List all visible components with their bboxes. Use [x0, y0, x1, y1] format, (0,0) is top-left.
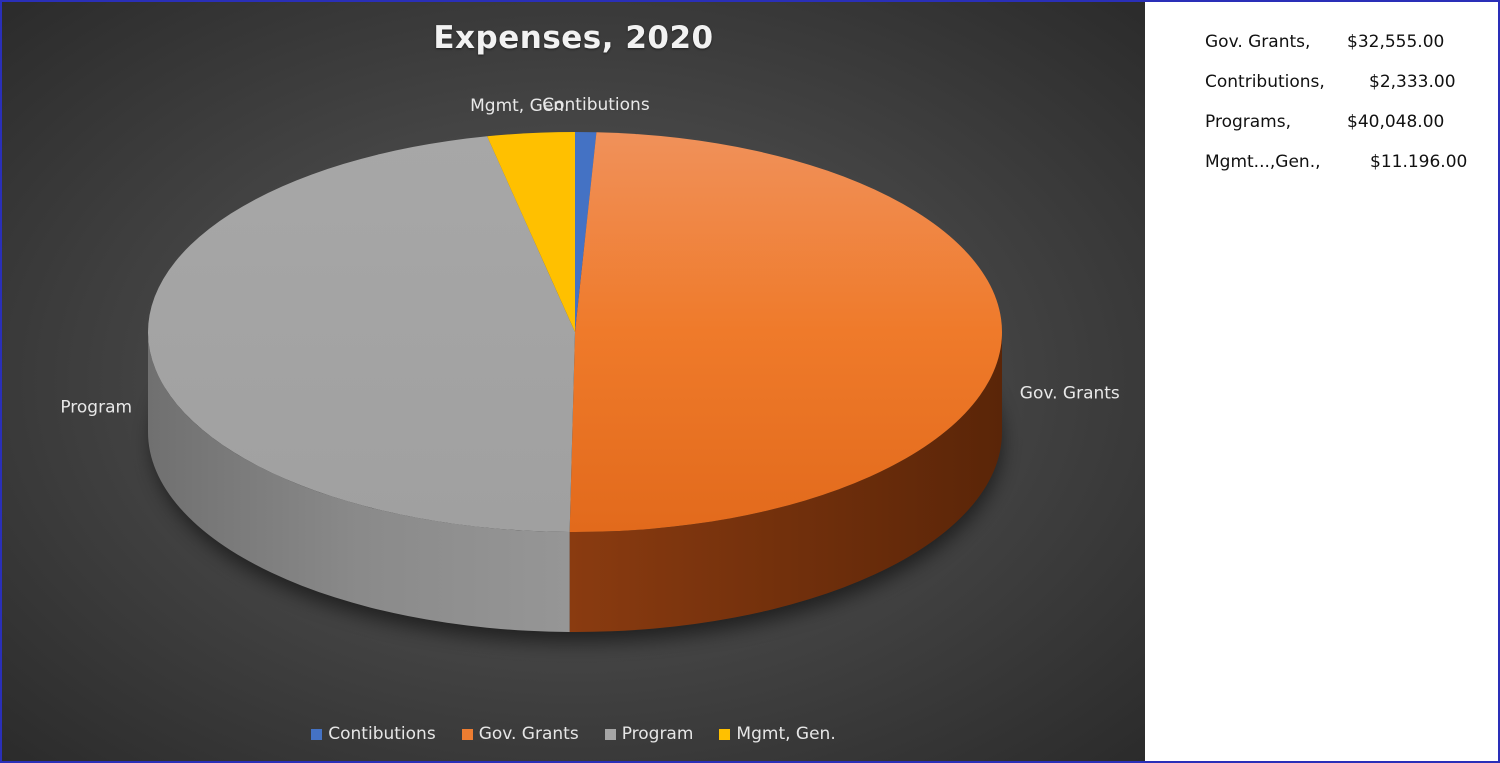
values-row: Programs, $40,048.00: [1205, 112, 1485, 152]
values-row-value: $40,048.00: [1347, 112, 1445, 132]
legend-swatch-gov-grants: [461, 728, 473, 740]
chart-title: Expenses, 2020: [433, 20, 714, 56]
legend-item-program: Program: [604, 724, 694, 744]
pie-label-mgmt-gen: Mgmt, Gen.: [470, 96, 569, 116]
pie-tops: [148, 132, 1002, 532]
values-row: Mgmt...,Gen., $11.196.00: [1205, 152, 1485, 192]
values-row-value: $11.196.00: [1370, 152, 1468, 172]
legend-label-contibutions: Contibutions: [328, 724, 436, 744]
legend-swatch-contibutions: [311, 728, 323, 740]
pie-label-contibutions: Contibutions: [542, 95, 650, 115]
legend-label-program: Program: [621, 724, 694, 744]
pie-side-program: [148, 332, 570, 632]
pie-chart: Contibutions Gov. Grants Program Mgmt, Gen.: [60, 95, 1120, 642]
pie-sides: [148, 332, 1002, 632]
legend-swatch-mgmt-gen: [719, 728, 731, 740]
pie-slice-contibutions: [575, 132, 597, 332]
values-row-value: $2,333.00: [1369, 72, 1456, 92]
values-row-label: Contributions,: [1205, 72, 1325, 92]
values-row-label: Gov. Grants,: [1205, 32, 1311, 52]
legend-label-mgmt-gen: Mgmt, Gen.: [736, 724, 836, 744]
legend-item-mgmt-gen: Mgmt, Gen.: [719, 724, 836, 744]
legend-label-gov-grants: Gov. Grants: [478, 724, 579, 744]
values-row-value: $32,555.00: [1347, 32, 1445, 52]
values-row-label: Mgmt...,Gen.,: [1205, 152, 1321, 172]
values-list: Gov. Grants, $32,555.00 Contributions, $…: [1205, 32, 1485, 192]
legend-item-gov-grants: Gov. Grants: [461, 724, 579, 744]
pie-slice-gov-grants: [569, 132, 1002, 532]
pie-label-gov-grants: Gov. Grants: [1020, 384, 1120, 404]
values-row: Gov. Grants, $32,555.00: [1205, 32, 1485, 72]
legend-item-contibutions: Contibutions: [311, 724, 436, 744]
values-row-label: Programs,: [1205, 112, 1291, 132]
values-row: Contributions, $2,333.00: [1205, 72, 1485, 112]
chart-panel: Expenses, 2020: [2, 2, 1145, 761]
pie-slice-program: [148, 136, 575, 532]
pie-slice-mgmt-gen: [487, 132, 575, 332]
pie-labels: Contibutions Gov. Grants Program Mgmt, Gen.: [60, 95, 1120, 417]
chart-legend: Contibutions Gov. Grants Program Mgmt, Gen.: [2, 724, 1145, 744]
pie-side-gov-grants: [569, 332, 1002, 632]
pie-label-program: Program: [60, 397, 132, 417]
legend-swatch-program: [604, 728, 616, 740]
